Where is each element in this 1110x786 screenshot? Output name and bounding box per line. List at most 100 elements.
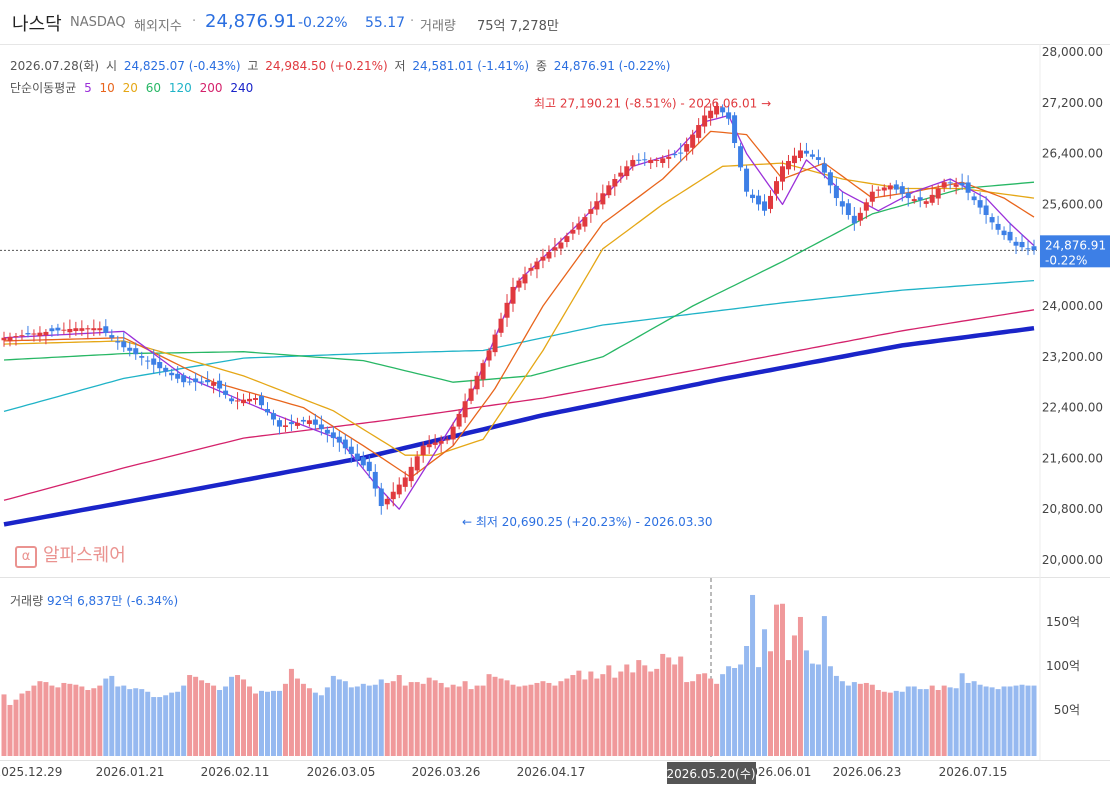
volume-bar <box>720 674 726 756</box>
volume-bar <box>169 692 175 756</box>
volume-bar <box>420 683 426 756</box>
candle-body <box>223 390 229 395</box>
candle-body <box>720 107 726 113</box>
ma-legend-item[interactable]: 20 <box>122 81 138 95</box>
candle-body <box>61 329 67 331</box>
time-tick-label: 2025.12.29 <box>0 765 62 779</box>
volume-bar <box>348 687 354 756</box>
volume-bar <box>408 682 414 756</box>
volume-bar <box>133 688 139 756</box>
volume-bar <box>774 604 779 756</box>
watermark-text: 알파스퀘어 <box>43 545 126 566</box>
candle-body <box>690 134 696 148</box>
volume-bar <box>49 685 55 756</box>
candle-body <box>438 440 444 444</box>
ma-legend-item[interactable]: 60 <box>145 81 162 95</box>
volume-bar <box>312 692 318 756</box>
current-price-badge-change: -0.22% <box>1045 253 1087 267</box>
volume-bar <box>528 684 534 756</box>
current-price-badge: 24,876.91-0.22% <box>1040 235 1110 268</box>
time-tick-label: 2026.02.11 <box>201 765 270 779</box>
volume-bar <box>366 685 372 756</box>
candle-body <box>420 445 426 456</box>
candle-body <box>839 201 845 207</box>
high-annotation: 최고 27,190.21 (-8.51%) - 2026.06.01 → <box>534 96 771 110</box>
price-tick-label: 20,800.00 <box>1042 502 1103 516</box>
volume-bar <box>726 666 732 756</box>
volume-bar <box>438 682 444 756</box>
candle-body <box>306 420 312 424</box>
volume-bar <box>887 692 893 756</box>
candle-body <box>504 302 510 318</box>
volume-tick-label: 100억 <box>1046 659 1080 673</box>
candle-body <box>785 161 791 170</box>
candle-body <box>426 444 432 448</box>
candle-body <box>25 333 31 335</box>
brand-watermark: α 알파스퀘어 <box>15 541 126 568</box>
volume-bar <box>127 689 133 756</box>
volume-bar <box>205 682 211 756</box>
volume-bar <box>845 685 851 756</box>
candle-body <box>744 168 750 192</box>
ma-legend-item[interactable]: 200 <box>199 81 223 95</box>
ma-legend-item[interactable]: 10 <box>99 81 115 95</box>
candle-body <box>875 189 881 191</box>
volume-bar <box>702 673 708 756</box>
candle-body <box>486 350 492 361</box>
price-tick-label: 25,600.00 <box>1042 197 1103 211</box>
volume-bars <box>1 594 1037 756</box>
candle-body <box>935 188 941 199</box>
volume-bar <box>756 667 762 756</box>
candle-body <box>714 105 720 115</box>
volume-bar <box>750 594 756 756</box>
candle-body <box>498 318 504 333</box>
candle-body <box>678 152 684 154</box>
candle-body <box>845 203 851 215</box>
candle-body <box>1031 246 1037 251</box>
volume-bar <box>935 690 941 756</box>
candle-body <box>893 184 899 190</box>
candlesticks <box>1 101 1037 515</box>
volume-bar <box>588 671 594 756</box>
crosshair-date-box <box>667 762 756 784</box>
low-label: 저 <box>394 59 406 73</box>
candle-body <box>959 182 965 186</box>
candle-body <box>67 328 73 333</box>
volume-bar <box>923 689 929 756</box>
candle-body <box>73 328 79 332</box>
candle-body <box>127 347 133 351</box>
candle-body <box>414 456 420 471</box>
candle-body <box>1025 248 1031 250</box>
ma-legend-item[interactable]: 120 <box>168 81 192 95</box>
volume-bar <box>157 697 163 756</box>
volume-label: 거래량 <box>420 19 456 34</box>
volume-bar <box>911 686 917 756</box>
volume-bar <box>875 690 881 756</box>
candle-body <box>85 328 91 330</box>
volume-bar <box>899 691 905 756</box>
volume-bar <box>941 685 947 756</box>
candle-body <box>91 328 97 331</box>
volume-bar <box>1013 685 1019 756</box>
candle-body <box>905 192 911 199</box>
candle-body <box>564 236 570 242</box>
time-tick-label: 2026.01.21 <box>96 765 165 779</box>
volume-bar <box>336 679 342 756</box>
candle-body <box>612 179 618 187</box>
candle-body <box>899 186 905 194</box>
volume-bar <box>211 685 217 756</box>
candle-body <box>43 331 49 336</box>
ma-legend-item[interactable]: 5 <box>84 81 92 95</box>
volume-bar <box>803 650 809 756</box>
volume-bar <box>73 684 79 756</box>
candle-body <box>444 439 450 441</box>
candle-body <box>49 328 55 332</box>
volume-bar <box>606 665 612 756</box>
volume-bar <box>330 675 336 756</box>
volume-bar <box>785 660 791 756</box>
volume-bar <box>253 693 259 756</box>
candle-body <box>923 201 929 204</box>
ma-legend-item[interactable]: 240 <box>230 81 254 95</box>
moving-average-legend[interactable]: 단순이동평균 5 10 20 60 120 200 240 <box>10 79 257 96</box>
